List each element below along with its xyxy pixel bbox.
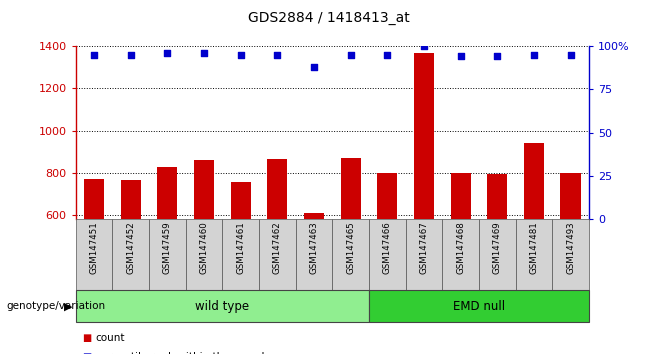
Text: genotype/variation: genotype/variation xyxy=(7,301,106,311)
Bar xyxy=(516,219,552,290)
Point xyxy=(309,64,319,70)
Text: GSM147462: GSM147462 xyxy=(273,222,282,274)
Point xyxy=(418,43,429,49)
Bar xyxy=(487,174,507,219)
Point xyxy=(345,52,356,57)
Text: GSM147459: GSM147459 xyxy=(163,222,172,274)
Bar xyxy=(552,219,589,290)
Bar xyxy=(157,167,178,219)
Bar xyxy=(524,143,544,219)
Text: GSM147451: GSM147451 xyxy=(89,222,99,274)
Text: count: count xyxy=(95,333,125,343)
Bar xyxy=(113,219,149,290)
Text: GSM147463: GSM147463 xyxy=(309,222,318,274)
Bar xyxy=(120,180,141,219)
Text: GSM147461: GSM147461 xyxy=(236,222,245,274)
Text: percentile rank within the sample: percentile rank within the sample xyxy=(95,352,271,354)
Bar xyxy=(259,219,295,290)
Point xyxy=(126,52,136,57)
Text: GSM147452: GSM147452 xyxy=(126,222,135,274)
Point xyxy=(528,52,539,57)
Bar xyxy=(442,219,479,290)
Text: ▶: ▶ xyxy=(64,301,72,311)
Bar xyxy=(561,173,580,219)
Bar xyxy=(405,219,442,290)
Text: GSM147467: GSM147467 xyxy=(419,222,428,274)
Text: GSM147460: GSM147460 xyxy=(199,222,209,274)
Point xyxy=(162,50,172,56)
Bar xyxy=(304,213,324,219)
Text: GSM147481: GSM147481 xyxy=(530,222,538,274)
Bar xyxy=(451,173,470,219)
Text: ■: ■ xyxy=(82,352,91,354)
Bar xyxy=(414,53,434,219)
Point xyxy=(199,50,209,56)
Point xyxy=(565,52,576,57)
Bar xyxy=(194,160,214,219)
Text: GSM147468: GSM147468 xyxy=(456,222,465,274)
Bar xyxy=(369,219,405,290)
Bar xyxy=(149,219,186,290)
Bar xyxy=(369,290,589,322)
Bar xyxy=(222,219,259,290)
Text: GSM147466: GSM147466 xyxy=(383,222,392,274)
Point xyxy=(272,52,282,57)
Point xyxy=(89,52,99,57)
Point xyxy=(492,53,503,59)
Bar xyxy=(267,159,288,219)
Text: GDS2884 / 1418413_at: GDS2884 / 1418413_at xyxy=(248,11,410,25)
Bar xyxy=(230,182,251,219)
Bar xyxy=(76,290,369,322)
Text: EMD null: EMD null xyxy=(453,300,505,313)
Text: GSM147469: GSM147469 xyxy=(493,222,502,274)
Text: GSM147465: GSM147465 xyxy=(346,222,355,274)
Text: GSM147493: GSM147493 xyxy=(566,222,575,274)
Bar xyxy=(84,179,104,219)
Point xyxy=(382,52,393,57)
Bar xyxy=(479,219,516,290)
Point xyxy=(236,52,246,57)
Bar xyxy=(76,219,113,290)
Bar xyxy=(295,219,332,290)
Text: ■: ■ xyxy=(82,333,91,343)
Bar xyxy=(377,173,397,219)
Bar xyxy=(186,219,222,290)
Text: wild type: wild type xyxy=(195,300,249,313)
Bar xyxy=(341,158,361,219)
Point xyxy=(455,53,466,59)
Bar xyxy=(332,219,369,290)
